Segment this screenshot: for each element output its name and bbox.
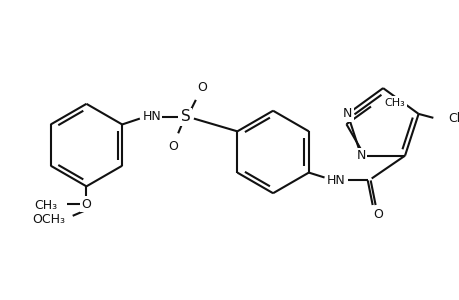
Text: O: O <box>81 197 91 211</box>
Text: O: O <box>168 140 178 153</box>
Text: N: N <box>356 149 365 162</box>
Text: HN: HN <box>326 174 345 187</box>
Text: CH₃: CH₃ <box>384 98 405 108</box>
Text: O: O <box>373 208 383 221</box>
Text: CH₃: CH₃ <box>34 200 57 212</box>
Text: S: S <box>181 109 190 124</box>
Text: Cl: Cl <box>447 112 459 125</box>
Text: OCH₃: OCH₃ <box>32 213 65 226</box>
Text: N: N <box>342 107 352 120</box>
Text: O: O <box>196 81 206 94</box>
Text: HN: HN <box>142 110 161 123</box>
